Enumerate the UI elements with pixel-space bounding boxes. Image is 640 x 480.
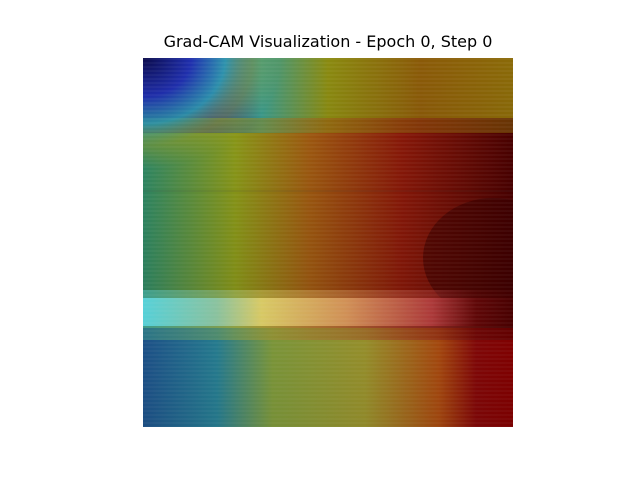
figure-title: Grad-CAM Visualization - Epoch 0, Step 0 <box>163 32 493 51</box>
gradcam-heatmap-image <box>143 58 513 427</box>
